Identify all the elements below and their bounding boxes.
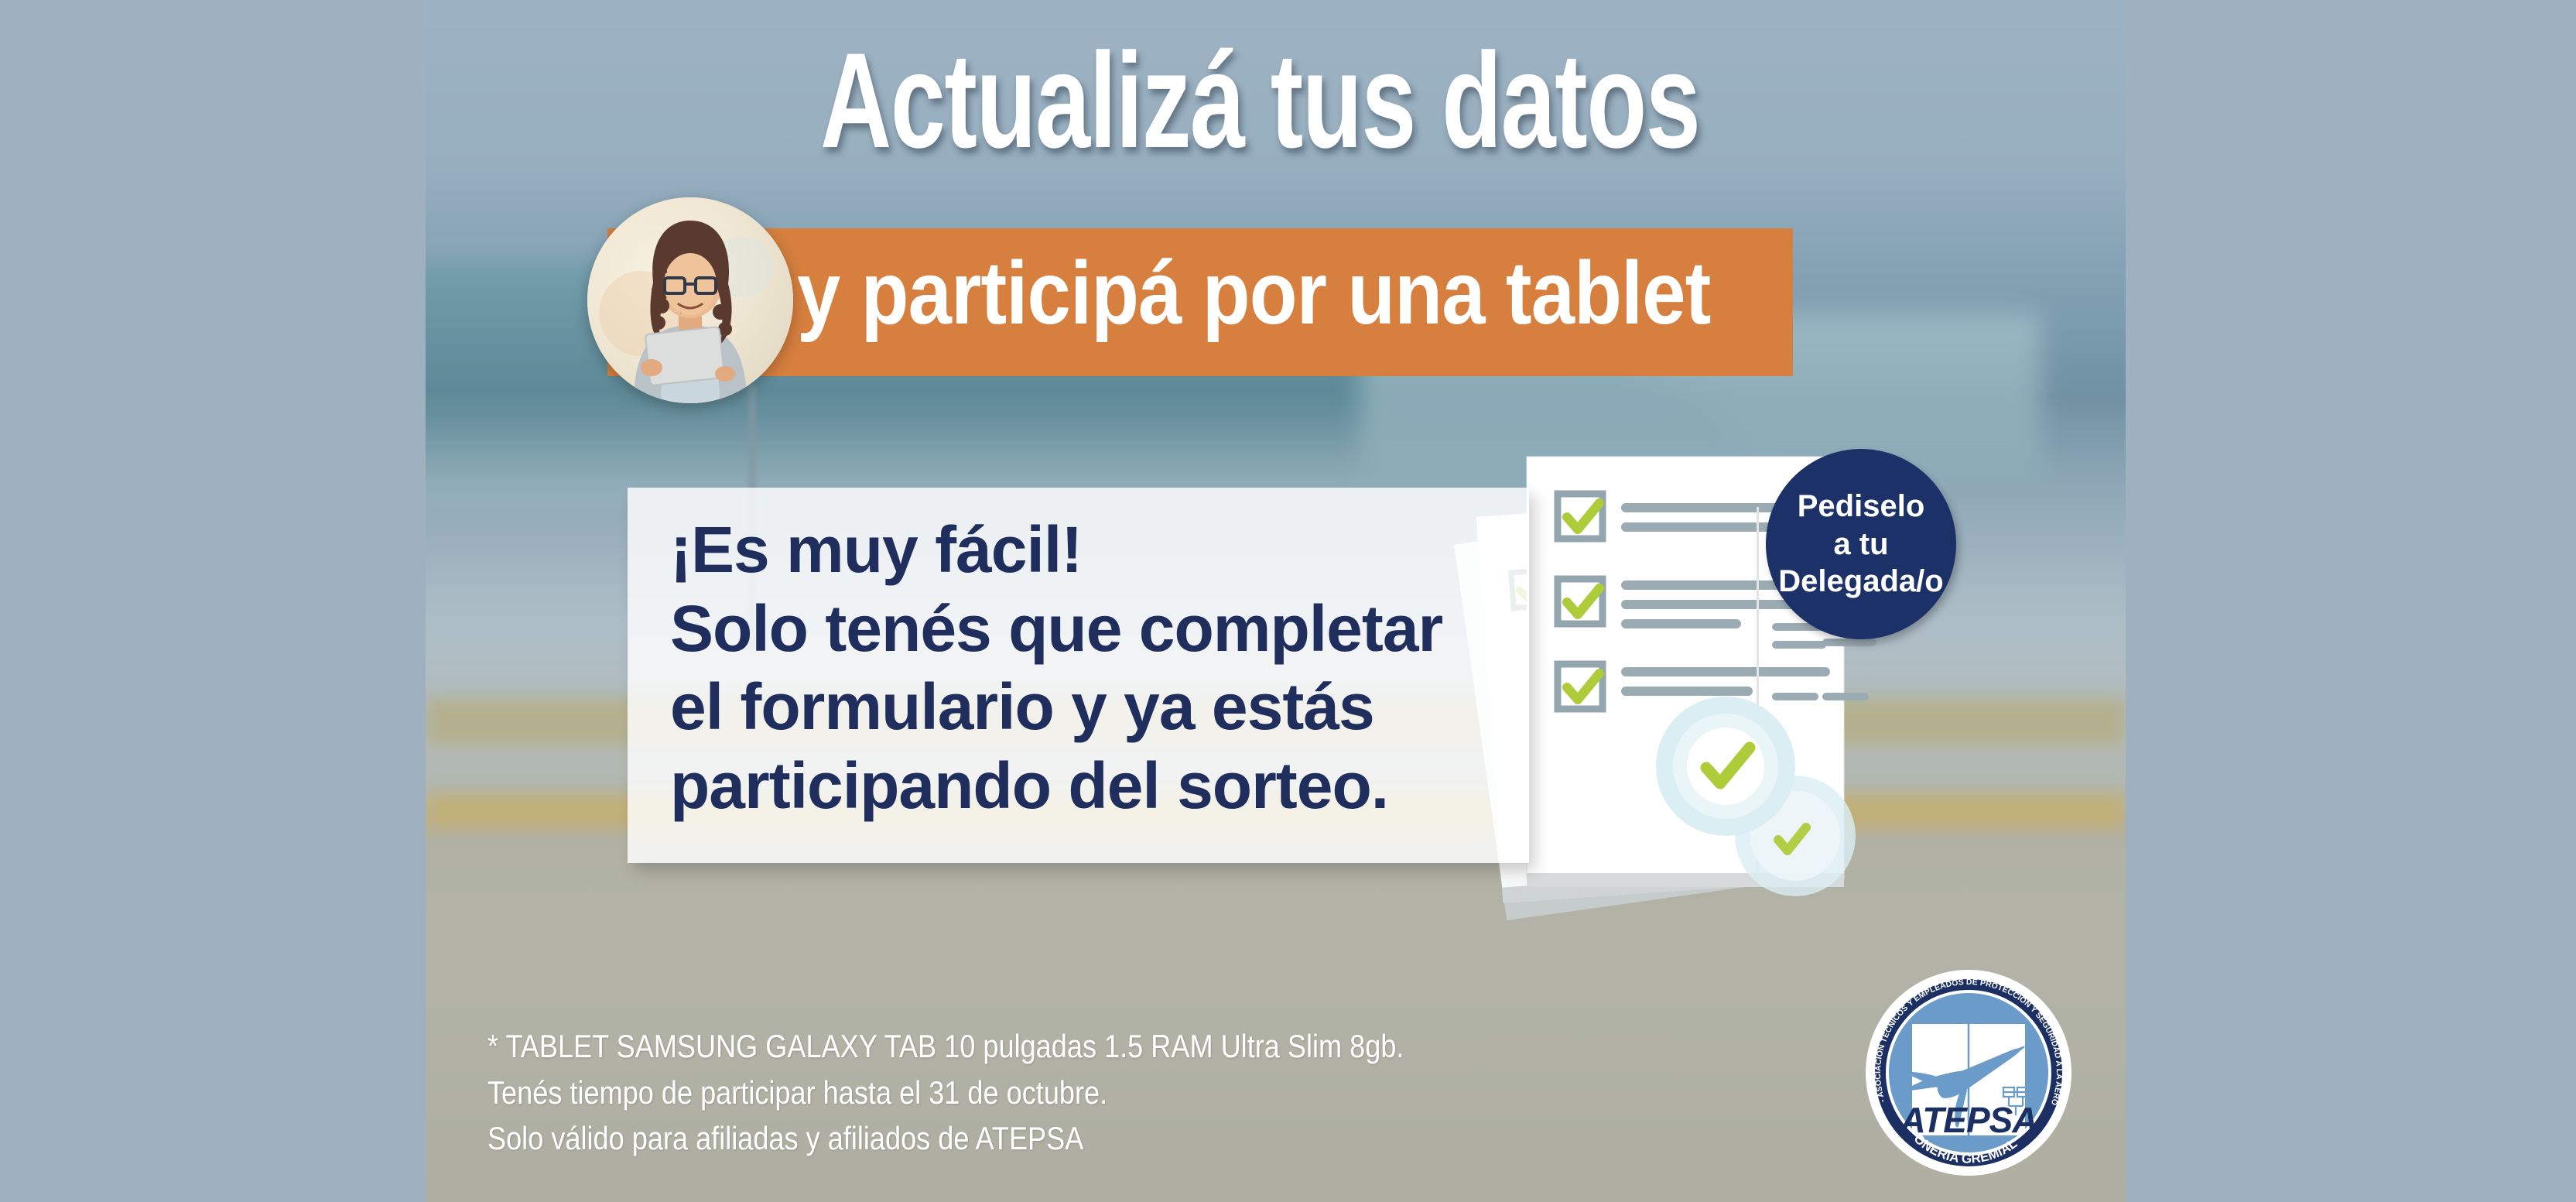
svg-text:ATEPSA: ATEPSA xyxy=(1899,1100,2037,1140)
